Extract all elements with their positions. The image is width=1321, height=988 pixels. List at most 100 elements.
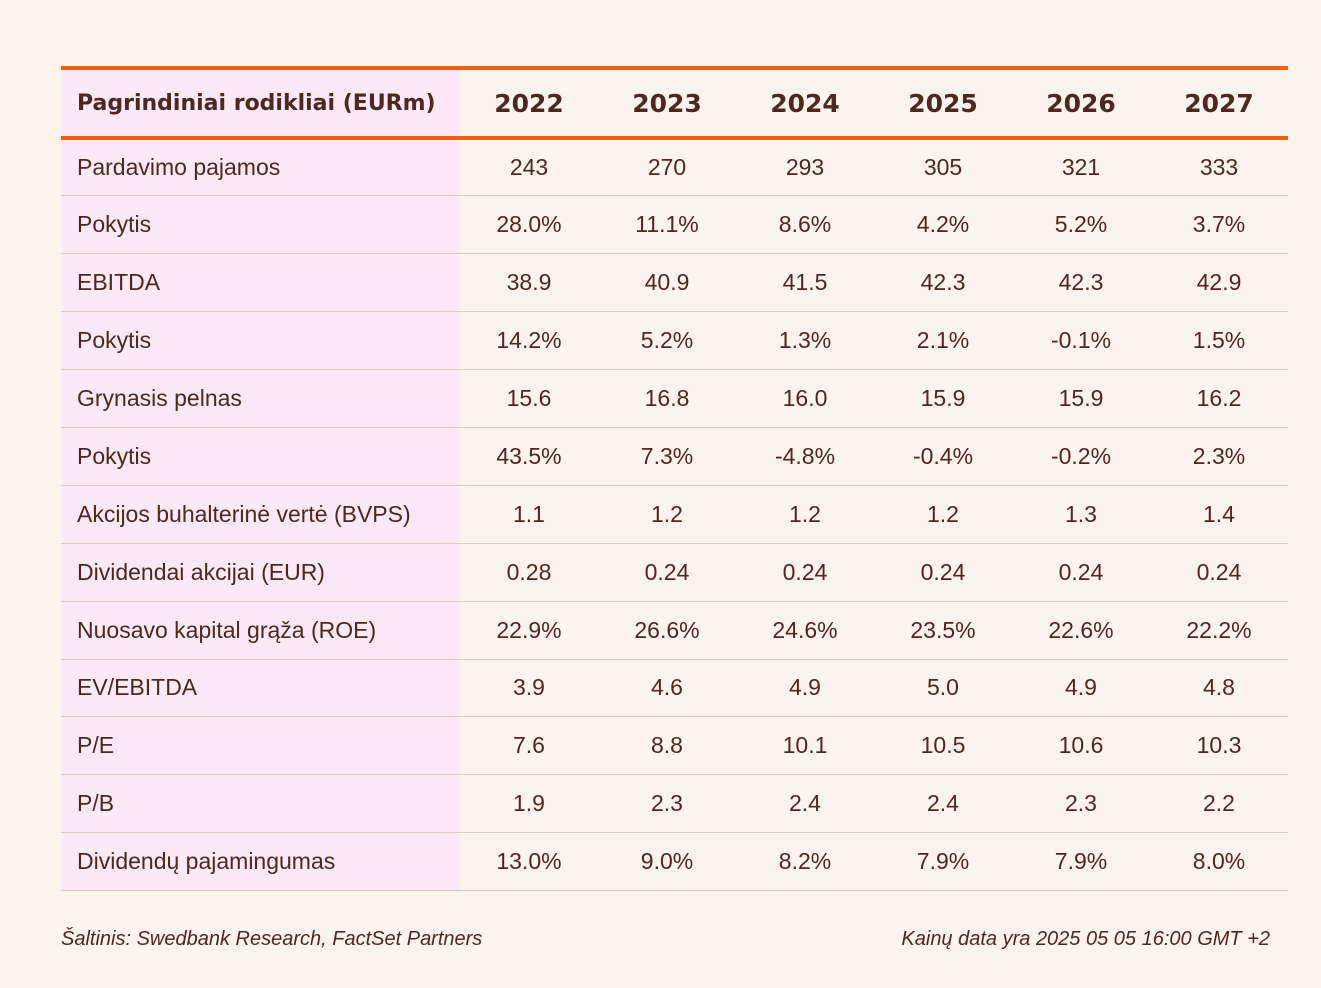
header-label: Pagrindiniai rodikliai (EURm) (61, 66, 460, 140)
row-label: Nuosavo kapital grąža (ROE) (61, 601, 460, 660)
year-header: 2026 (1012, 66, 1150, 140)
table-cell: 16.2 (1150, 369, 1288, 428)
table-cell: 7.6 (460, 716, 598, 776)
table-cell: 1.2 (598, 485, 736, 544)
row-label: Dividendai akcijai (EUR) (61, 543, 460, 602)
table-cell: 26.6% (598, 601, 736, 660)
table-cell: 5.0 (874, 659, 1012, 718)
row-label: Pokytis (61, 427, 460, 486)
table-cell: 38.9 (460, 253, 598, 313)
table-cell: 8.2% (736, 832, 874, 892)
table-cell: 0.24 (874, 543, 1012, 602)
table-row: Pokytis 43.5% 7.3% -4.8% -0.4% -0.2% 2.3% (61, 427, 1288, 486)
year-header: 2024 (736, 66, 874, 140)
table-cell: 0.24 (736, 543, 874, 602)
table-row: Pokytis 14.2% 5.2% 1.3% 2.1% -0.1% 1.5% (61, 311, 1288, 371)
table-cell: 10.6 (1012, 716, 1150, 776)
table-cell: 10.5 (874, 716, 1012, 776)
table-cell: 10.3 (1150, 716, 1288, 776)
table-cell: 16.0 (736, 369, 874, 428)
table-row: EBITDA 38.9 40.9 41.5 42.3 42.3 42.9 (61, 253, 1288, 313)
table-cell: 42.3 (874, 253, 1012, 313)
table-cell: 15.9 (1012, 369, 1150, 428)
table-cell: 8.6% (736, 195, 874, 255)
table-cell: 1.9 (460, 774, 598, 834)
table-cell: 22.2% (1150, 601, 1288, 660)
year-header: 2027 (1150, 66, 1288, 140)
table-cell: 15.6 (460, 369, 598, 428)
table-cell: 28.0% (460, 195, 598, 255)
table-cell: 13.0% (460, 832, 598, 892)
table-cell: 0.28 (460, 543, 598, 602)
table-cell: 1.1 (460, 485, 598, 544)
table-row: P/E 7.6 8.8 10.1 10.5 10.6 10.3 (61, 716, 1288, 776)
table-row: Grynasis pelnas 15.6 16.8 16.0 15.9 15.9 16.2 (61, 369, 1288, 428)
table-header-row: Pagrindiniai rodikliai (EURm) 2022 2023 … (61, 66, 1288, 140)
table-cell: 2.4 (874, 774, 1012, 834)
table-cell: 333 (1150, 138, 1288, 197)
table-cell: 1.3 (1012, 485, 1150, 544)
table-cell: 7.9% (1012, 832, 1150, 892)
table-cell: 24.6% (736, 601, 874, 660)
table-cell: 8.0% (1150, 832, 1288, 892)
table-cell: 0.24 (1012, 543, 1150, 602)
table-cell: 10.1 (736, 716, 874, 776)
table-cell: 305 (874, 138, 1012, 197)
table-cell: -0.1% (1012, 311, 1150, 371)
table-cell: 11.1% (598, 195, 736, 255)
table-cell: 293 (736, 138, 874, 197)
table-cell: 41.5 (736, 253, 874, 313)
table-cell: 0.24 (598, 543, 736, 602)
row-label: Dividendų pajamingumas (61, 832, 460, 892)
table-row: Akcijos buhalterinė vertė (BVPS) 1.1 1.2 1.… (61, 485, 1288, 544)
row-label: EBITDA (61, 253, 460, 313)
table-cell: 4.6 (598, 659, 736, 718)
source-note: Šaltinis: Swedbank Research, FactSet Par… (61, 928, 483, 950)
table-cell: 1.5% (1150, 311, 1288, 371)
price-date-note: Kainų data yra 2025 05 05 16:00 GMT +2 (901, 928, 1270, 950)
row-label: Pokytis (61, 195, 460, 255)
table-cell: 4.2% (874, 195, 1012, 255)
table-body: Pardavimo pajamos 243 270 293 305 321 333 Pokyt… (61, 138, 1288, 892)
table-cell: 22.9% (460, 601, 598, 660)
table-cell: 7.3% (598, 427, 736, 486)
row-label: Grynasis pelnas (61, 369, 460, 428)
table-cell: 40.9 (598, 253, 736, 313)
table-cell: 321 (1012, 138, 1150, 197)
year-header: 2022 (460, 66, 598, 140)
table-row: Pardavimo pajamos 243 270 293 305 321 333 (61, 138, 1288, 197)
table-cell: 3.9 (460, 659, 598, 718)
table-cell: 22.6% (1012, 601, 1150, 660)
table-row: Nuosavo kapital grąža (ROE) 22.9% 26.6% 24.… (61, 601, 1288, 660)
table-cell: 2.1% (874, 311, 1012, 371)
table-row: Pokytis 28.0% 11.1% 8.6% 4.2% 5.2% 3.7% (61, 195, 1288, 255)
table-cell: 42.3 (1012, 253, 1150, 313)
table-row: EV/EBITDA 3.9 4.6 4.9 5.0 4.9 4.8 (61, 659, 1288, 718)
table-cell: 9.0% (598, 832, 736, 892)
table-cell: -0.2% (1012, 427, 1150, 486)
table-cell: 4.9 (736, 659, 874, 718)
row-label: EV/EBITDA (61, 659, 460, 718)
table-cell: 2.3 (1012, 774, 1150, 834)
row-label: Akcijos buhalterinė vertė (BVPS) (61, 485, 460, 544)
table-cell: 16.8 (598, 369, 736, 428)
key-figures-table-container: Pagrindiniai rodikliai (EURm) 2022 2023 … (61, 66, 1288, 892)
table-cell: 3.7% (1150, 195, 1288, 255)
table-row: Dividendų pajamingumas 13.0% 9.0% 8.2% 7.9% 7… (61, 832, 1288, 892)
table-cell: 1.3% (736, 311, 874, 371)
table-cell: 2.2 (1150, 774, 1288, 834)
table-cell: 1.2 (736, 485, 874, 544)
table-cell: 1.2 (874, 485, 1012, 544)
row-label: P/B (61, 774, 460, 834)
table-cell: 243 (460, 138, 598, 197)
table-cell: 0.24 (1150, 543, 1288, 602)
year-header: 2025 (874, 66, 1012, 140)
table-cell: 7.9% (874, 832, 1012, 892)
table-cell: 2.4 (736, 774, 874, 834)
table-cell: 14.2% (460, 311, 598, 371)
table-cell: -0.4% (874, 427, 1012, 486)
table-cell: 15.9 (874, 369, 1012, 428)
table-cell: -4.8% (736, 427, 874, 486)
table-cell: 2.3% (1150, 427, 1288, 486)
table-cell: 270 (598, 138, 736, 197)
